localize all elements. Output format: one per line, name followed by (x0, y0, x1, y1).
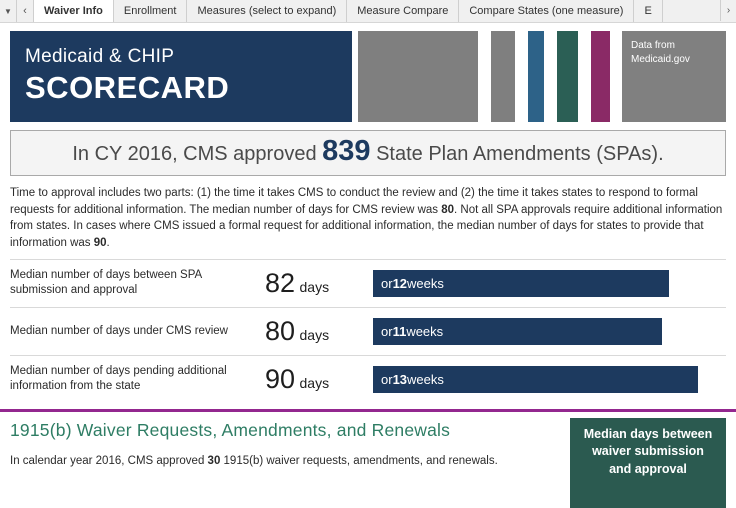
tab-bar: ▼ ‹ Waiver Info Enrollment Measures (sel… (0, 0, 736, 23)
spa-metrics: Median number of days between SPA submis… (10, 258, 726, 403)
data-source-note: Data from Medicaid.gov (622, 31, 726, 122)
days-unit: days (299, 326, 330, 343)
days-value: 82 (265, 267, 296, 298)
days-unit: days (299, 278, 330, 295)
tab-waiver-info[interactable]: Waiver Info (34, 0, 114, 22)
purple-divider (0, 408, 736, 412)
waiver-section: 1915(b) Waiver Requests, Amendments, and… (10, 417, 726, 508)
bar-track: or 12 weeks (373, 269, 726, 297)
weeks-unit: weeks (407, 275, 444, 291)
tab-list-dropdown[interactable]: ▼ (0, 0, 17, 22)
metric-days: 82 days (265, 268, 373, 299)
weeks-value: 13 (392, 371, 408, 387)
tab-enrollment[interactable]: Enrollment (113, 0, 188, 22)
weeks-prefix: or (381, 371, 393, 387)
chevron-left-icon: ‹ (23, 5, 27, 17)
weeks-prefix: or (381, 323, 393, 339)
weeks-value: 11 (392, 323, 407, 339)
weeks-bar[interactable]: or 11 weeks (373, 317, 662, 345)
metric-label: Median number of days between SPA submis… (10, 269, 202, 297)
tab-scroll-left[interactable]: ‹ (17, 0, 34, 22)
bar-track: or 13 weeks (373, 365, 726, 393)
metric-days: 90 days (265, 364, 373, 395)
banner-subtitle: Medicaid & CHIP (25, 46, 175, 67)
days-value: 80 (265, 315, 296, 346)
intro-bold-90: 90 (93, 237, 107, 250)
weeks-prefix: or (381, 275, 393, 291)
metric-label: Median number of days pending additional… (10, 365, 227, 393)
banner-stripe-purple (591, 31, 610, 122)
intro-bold-80: 80 (441, 203, 455, 216)
header-banner: Medicaid & CHIP SCORECARD Data from Medi… (10, 31, 726, 122)
tab-measures[interactable]: Measures (select to expand) (187, 0, 348, 22)
banner-stripe-blue (528, 31, 544, 122)
metric-row-pending-info: Median number of days pending additional… (10, 354, 726, 403)
banner-stripe-gray (491, 31, 515, 122)
intro-paragraph: Time to approval includes two parts: (1)… (10, 185, 726, 252)
spa-headline: In CY 2016, CMS approved 839 State Plan … (10, 130, 726, 176)
scorecard-title-block: Medicaid & CHIP SCORECARD (10, 31, 352, 122)
weeks-value: 12 (392, 275, 408, 291)
weeks-unit: weeks (406, 323, 444, 339)
metric-row-submission-approval: Median number of days between SPA submis… (10, 258, 726, 307)
dropdown-arrow-icon: ▼ (4, 6, 12, 16)
metric-label: Median number of days under CMS review (10, 324, 228, 337)
bar-track: or 11 weeks (373, 317, 726, 345)
days-value: 90 (265, 363, 296, 394)
banner-title: SCORECARD (25, 70, 230, 105)
weeks-unit: weeks (407, 371, 444, 387)
intro-text-2: . Not all SPA approvals require addition… (10, 203, 723, 250)
tab-compare-states[interactable]: Compare States (one measure) (459, 0, 635, 22)
headline-suffix: State Plan Amendments (SPAs). (370, 143, 664, 165)
waiver-text-2: 1915(b) waiver requests, amendments, and… (220, 454, 498, 467)
metric-row-cms-review: Median number of days under CMS review 8… (10, 306, 726, 355)
intro-text-3: . (106, 237, 110, 250)
waiver-bold-30: 30 (207, 454, 221, 467)
banner-gray-block (358, 31, 478, 122)
waiver-median-box: Median days between waiver submission an… (570, 417, 726, 508)
tab-cutoff[interactable]: E (634, 0, 663, 22)
weeks-bar[interactable]: or 12 weeks (373, 269, 670, 297)
days-unit: days (299, 374, 330, 391)
banner-stripe-teal (557, 31, 578, 122)
waiver-text-1: In calendar year 2016, CMS approved (10, 454, 208, 467)
weeks-bar[interactable]: or 13 weeks (373, 365, 698, 393)
metric-days: 80 days (265, 316, 373, 347)
waiver-heading: 1915(b) Waiver Requests, Amendments, and… (10, 419, 451, 440)
intro-text-1: Time to approval includes two parts: (1)… (10, 187, 698, 216)
tab-measure-compare[interactable]: Measure Compare (347, 0, 460, 22)
headline-prefix: In CY 2016, CMS approved (72, 143, 323, 165)
headline-number: 839 (322, 135, 371, 167)
chevron-right-icon: › (726, 5, 731, 16)
tab-scroll-right[interactable]: › (720, 0, 736, 21)
